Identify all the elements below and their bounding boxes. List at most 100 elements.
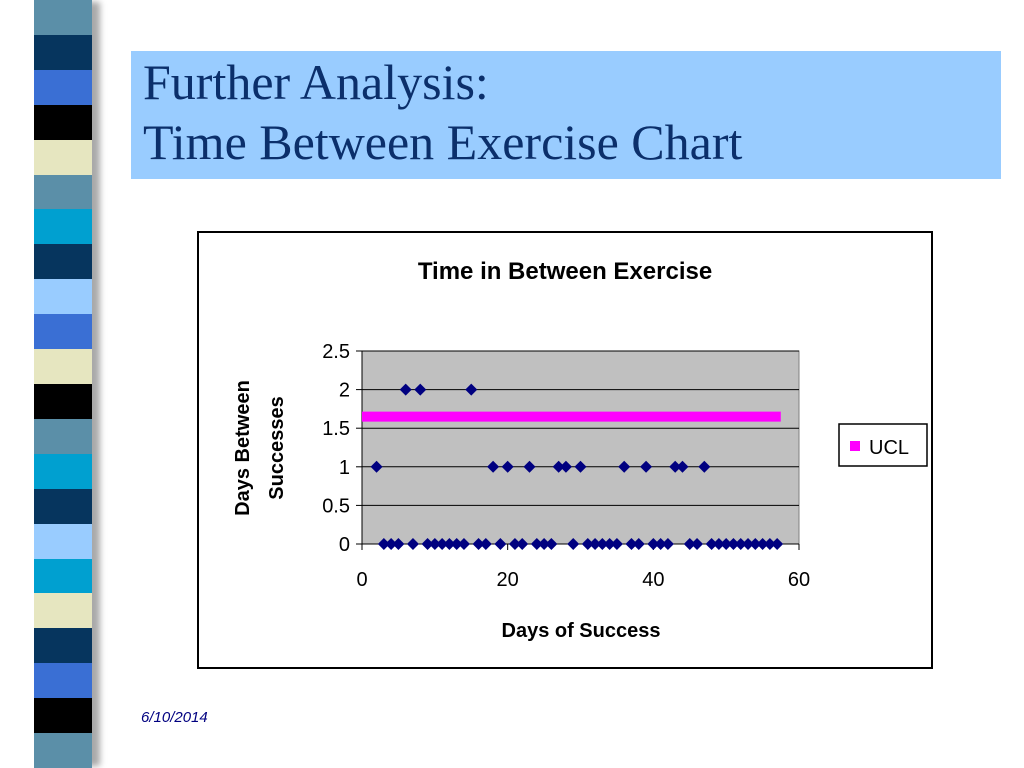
data-point bbox=[727, 538, 740, 550]
stripe-segment bbox=[34, 314, 92, 350]
stripe-segment bbox=[34, 383, 92, 419]
data-point bbox=[414, 383, 427, 396]
data-point bbox=[720, 538, 733, 550]
data-point bbox=[421, 538, 434, 550]
data-point bbox=[632, 538, 645, 550]
stripe-segment bbox=[34, 0, 92, 35]
data-point bbox=[756, 538, 769, 550]
data-point bbox=[698, 460, 711, 473]
stripe-segment bbox=[34, 209, 92, 245]
data-point bbox=[712, 538, 725, 550]
data-point bbox=[640, 460, 653, 473]
data-point bbox=[501, 460, 514, 473]
data-point bbox=[457, 538, 470, 550]
data-point bbox=[661, 538, 674, 550]
y-tick-label: 2 bbox=[339, 380, 350, 402]
data-point bbox=[742, 538, 755, 550]
x-axis-label: Days of Success bbox=[502, 620, 661, 642]
data-point bbox=[443, 538, 456, 550]
data-point bbox=[691, 538, 704, 550]
y-tick-label: 1 bbox=[339, 457, 350, 479]
data-point bbox=[436, 538, 449, 550]
plot-area bbox=[361, 350, 800, 545]
data-point bbox=[610, 538, 623, 550]
data-point bbox=[465, 383, 478, 396]
data-point bbox=[574, 460, 587, 473]
stripe-segment bbox=[34, 488, 92, 524]
stripe-segment bbox=[34, 174, 92, 210]
data-point bbox=[399, 383, 412, 396]
x-tick-label: 0 bbox=[356, 569, 367, 591]
slide-title-line-1: Further Analysis: bbox=[143, 54, 489, 110]
scatter-chart: Time in Between Exercise 0 0.5 1 1.5 2 2.5 0 20 4… bbox=[232, 258, 928, 642]
data-point bbox=[559, 460, 572, 473]
stripe-segment bbox=[34, 418, 92, 454]
data-point bbox=[494, 538, 507, 550]
data-point bbox=[530, 538, 543, 550]
stripe-segment bbox=[34, 733, 92, 768]
stripe-segment bbox=[34, 698, 92, 734]
y-axis-label-line-2: Successes bbox=[266, 396, 288, 499]
slide-title-line-2: Time Between Exercise Chart bbox=[143, 114, 743, 170]
data-point bbox=[618, 460, 631, 473]
y-tick-label: 0.5 bbox=[322, 495, 350, 517]
stripe-segment bbox=[34, 34, 92, 70]
legend-label-ucl: UCL bbox=[869, 437, 909, 459]
data-point bbox=[669, 460, 682, 473]
data-point bbox=[763, 538, 776, 550]
x-tick-label: 20 bbox=[497, 569, 519, 591]
data-point bbox=[385, 538, 398, 550]
stripe-segment bbox=[34, 593, 92, 629]
stripe-segment bbox=[34, 523, 92, 559]
stripe-segment bbox=[34, 104, 92, 140]
data-point bbox=[625, 538, 638, 550]
stripe-segment bbox=[34, 244, 92, 280]
data-point bbox=[771, 538, 784, 550]
x-tick-label: 60 bbox=[788, 569, 810, 591]
data-point bbox=[370, 460, 383, 473]
chart-title: Time in Between Exercise bbox=[418, 258, 712, 285]
data-point bbox=[749, 538, 762, 550]
stripe-segment bbox=[34, 663, 92, 699]
x-tick-label: 40 bbox=[642, 569, 664, 591]
stripe-segment bbox=[34, 558, 92, 594]
data-point bbox=[552, 460, 565, 473]
data-point bbox=[603, 538, 616, 550]
data-point bbox=[545, 538, 558, 550]
footer-date: 6/10/2014 bbox=[141, 709, 208, 726]
data-point bbox=[450, 538, 463, 550]
stripe-segment bbox=[34, 628, 92, 664]
stripe-segment bbox=[34, 69, 92, 105]
y-tick-label: 1.5 bbox=[322, 418, 350, 440]
data-point bbox=[479, 538, 492, 550]
data-point bbox=[406, 538, 419, 550]
data-point bbox=[392, 538, 405, 550]
data-point bbox=[538, 538, 551, 550]
stripe-segment bbox=[34, 453, 92, 489]
legend-swatch-ucl bbox=[850, 441, 860, 451]
data-point bbox=[567, 538, 580, 550]
data-point bbox=[508, 538, 521, 550]
data-point bbox=[581, 538, 594, 550]
stripe-segment bbox=[34, 279, 92, 315]
data-point bbox=[516, 538, 529, 550]
data-point bbox=[523, 460, 536, 473]
y-tick-label: 2.5 bbox=[322, 341, 350, 363]
data-point bbox=[428, 538, 441, 550]
stripe-segment bbox=[34, 349, 92, 384]
data-point bbox=[683, 538, 696, 550]
chart-frame: Time in Between Exercise 0 0.5 1 1.5 2 2.5 0 20 4… bbox=[197, 231, 933, 669]
title-banner: Further Analysis: Time Between Exercise … bbox=[131, 51, 1001, 179]
data-point bbox=[654, 538, 667, 550]
data-point bbox=[487, 460, 500, 473]
y-axis-label-line-1: Days Between bbox=[232, 380, 254, 516]
decorative-stripe-bar bbox=[34, 0, 92, 768]
data-point bbox=[596, 538, 609, 550]
y-tick-label: 0 bbox=[339, 534, 350, 556]
data-point bbox=[647, 538, 660, 550]
data-point bbox=[472, 538, 485, 550]
data-point bbox=[377, 538, 390, 550]
data-point bbox=[589, 538, 602, 550]
data-point bbox=[705, 538, 718, 550]
stripe-segment bbox=[34, 139, 92, 175]
